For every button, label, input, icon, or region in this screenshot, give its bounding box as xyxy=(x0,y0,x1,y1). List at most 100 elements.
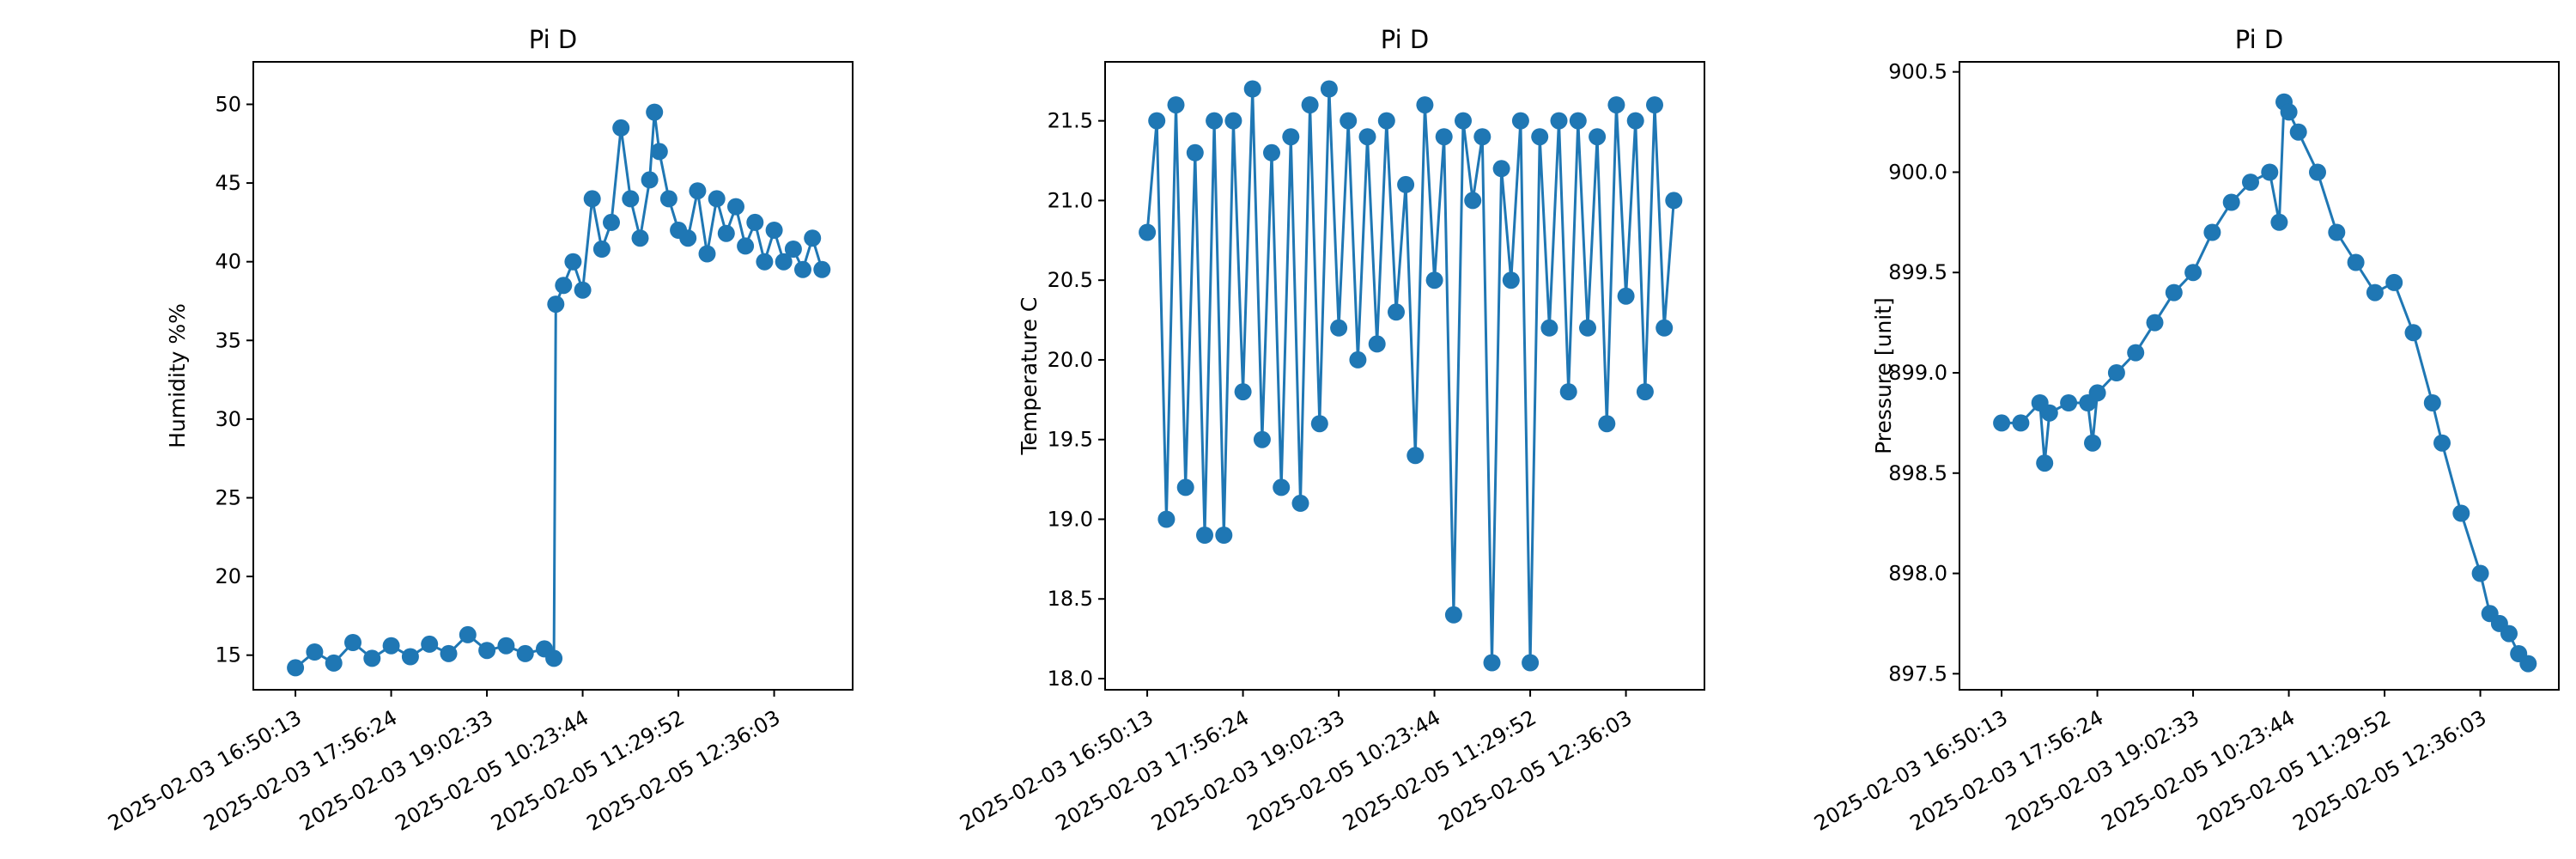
data-point xyxy=(306,643,324,661)
data-point xyxy=(2433,434,2451,452)
y-tick-label: 20 xyxy=(215,564,241,588)
data-point xyxy=(574,281,592,299)
data-point xyxy=(382,637,400,655)
chart-title: Pi D xyxy=(2235,25,2283,54)
data-point xyxy=(2084,434,2101,452)
data-layer xyxy=(1993,93,2537,673)
data-point xyxy=(564,253,582,271)
data-point xyxy=(1167,96,1185,114)
data-point xyxy=(2261,163,2279,181)
data-point xyxy=(1310,415,1328,433)
data-point xyxy=(641,171,659,189)
data-point xyxy=(555,277,573,295)
data-point xyxy=(1186,143,1204,161)
data-point xyxy=(2242,174,2259,192)
data-point xyxy=(2184,264,2202,282)
data-point xyxy=(1579,319,1596,337)
data-point xyxy=(2328,223,2346,241)
y-tick-label: 19.0 xyxy=(1048,507,1093,531)
data-point xyxy=(1656,319,1674,337)
data-point xyxy=(2222,193,2240,211)
data-point xyxy=(1511,112,1529,130)
data-point xyxy=(1340,112,1358,130)
data-point xyxy=(1540,319,1558,337)
data-point xyxy=(622,190,640,208)
data-point xyxy=(547,295,565,314)
data-point xyxy=(2040,404,2058,422)
data-point xyxy=(1598,415,1616,433)
data-point xyxy=(2309,163,2326,181)
data-point xyxy=(1206,112,1224,130)
data-point xyxy=(2347,253,2365,271)
data-point xyxy=(717,224,735,242)
data-point xyxy=(612,119,630,137)
data-point xyxy=(689,182,707,200)
data-point xyxy=(421,635,439,653)
y-tick-label: 899.5 xyxy=(1888,260,1947,284)
y-tick-label: 20.0 xyxy=(1048,348,1093,372)
data-point xyxy=(1253,430,1271,448)
data-point xyxy=(737,237,755,255)
data-point xyxy=(1492,160,1510,178)
data-point xyxy=(1455,112,1472,130)
data-point xyxy=(2127,344,2145,362)
data-point xyxy=(2289,123,2307,141)
data-point xyxy=(794,260,811,278)
data-point xyxy=(1273,478,1291,497)
y-tick-label: 897.5 xyxy=(1888,661,1947,685)
data-point xyxy=(583,190,601,208)
data-point xyxy=(1368,335,1386,353)
data-point xyxy=(344,634,361,651)
data-point xyxy=(1243,80,1261,98)
data-point xyxy=(1406,447,1425,465)
data-point xyxy=(1550,112,1568,130)
data-point xyxy=(1196,527,1213,544)
data-point xyxy=(1234,383,1252,401)
data-point xyxy=(2366,283,2384,302)
data-point xyxy=(1148,112,1166,130)
data-point xyxy=(1176,478,1194,497)
data-point xyxy=(545,649,563,667)
data-point xyxy=(363,649,381,667)
data-point xyxy=(659,190,677,208)
data-point xyxy=(1291,494,1309,512)
y-axis-label: Pressure [unit] xyxy=(1871,297,1896,454)
chart-title: Pi D xyxy=(529,25,577,54)
data-point xyxy=(1569,112,1587,130)
data-point xyxy=(2060,394,2078,411)
data-point xyxy=(2471,564,2489,582)
y-axis-label: Temperature C xyxy=(1017,297,1042,456)
series-line xyxy=(1145,88,1675,664)
y-tick-label: 900.5 xyxy=(1888,60,1947,84)
y-tick-label: 50 xyxy=(215,92,241,116)
data-point xyxy=(1559,383,1577,401)
y-tick-label: 18.0 xyxy=(1048,667,1093,691)
y-tick-label: 25 xyxy=(215,485,241,509)
data-point xyxy=(1464,192,1482,210)
y-tick-label: 21.5 xyxy=(1048,109,1093,133)
chart-title: Pi D xyxy=(1381,25,1429,54)
data-point xyxy=(478,642,496,660)
data-point xyxy=(2500,624,2518,643)
y-tick-label: 899.0 xyxy=(1888,361,1947,385)
data-point xyxy=(1522,654,1540,672)
data-point xyxy=(631,229,649,247)
data-point xyxy=(2036,454,2054,472)
data-point xyxy=(2452,504,2470,522)
data-point xyxy=(2423,394,2441,411)
data-point xyxy=(708,190,726,208)
data-point xyxy=(592,241,611,258)
y-tick-label: 900.0 xyxy=(1888,160,1947,184)
data-point xyxy=(1993,414,2011,432)
data-point xyxy=(2107,364,2125,381)
data-point xyxy=(459,625,477,643)
data-point xyxy=(1157,510,1176,528)
data-point xyxy=(698,245,716,263)
data-point xyxy=(746,213,764,231)
data-point xyxy=(2270,213,2288,231)
data-point xyxy=(1531,128,1549,146)
y-tick-label: 898.5 xyxy=(1888,461,1947,485)
data-point xyxy=(2404,324,2422,342)
data-point xyxy=(2385,273,2403,291)
